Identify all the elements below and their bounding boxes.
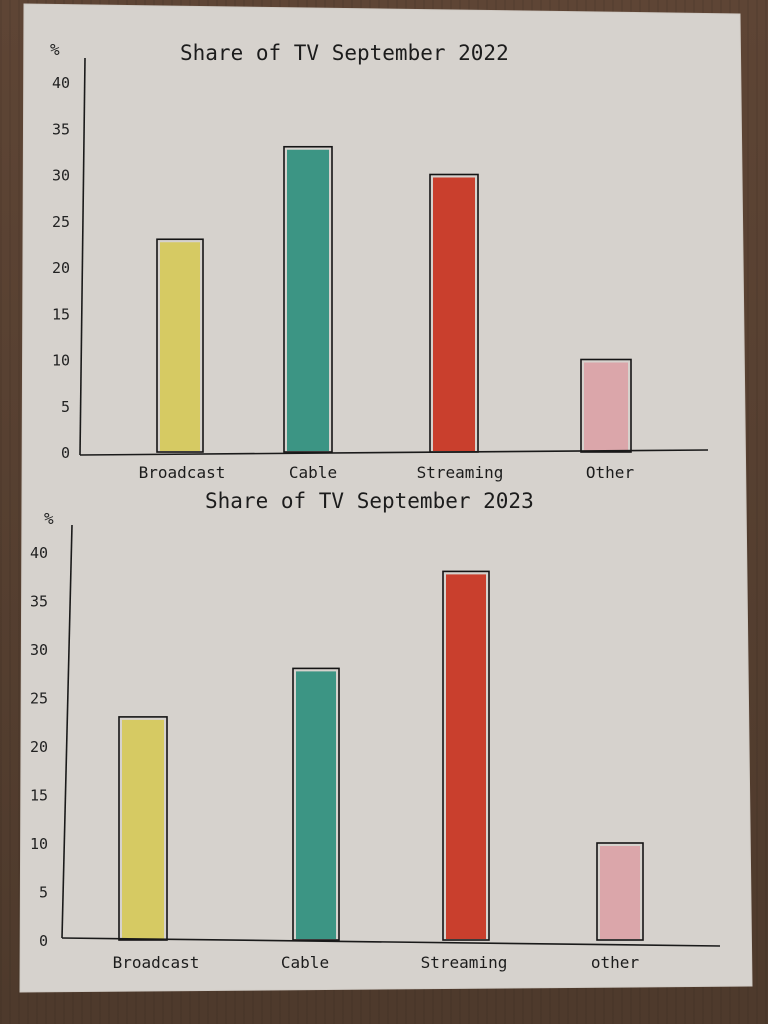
y-tick-label: 20 [30, 738, 48, 756]
y-tick-label: 40 [30, 544, 48, 562]
y-tick-label: 15 [30, 787, 48, 805]
y-tick-label: 10 [52, 352, 70, 370]
y-tick-label: 25 [30, 690, 48, 708]
bars [118, 570, 644, 941]
y-axis-ticks: 0 5 10 15 20 25 30 35 40 [30, 544, 48, 950]
x-category-label: Streaming [417, 463, 504, 482]
y-tick-label: 5 [61, 398, 70, 416]
bar-streaming [442, 570, 490, 941]
y-axis-unit-label: % [50, 40, 60, 59]
bar-fill-broadcast [160, 242, 200, 451]
chart-2023: Share of TV September 2023 % 0 5 10 15 20 25 3… [30, 489, 721, 972]
chart-2022: Share of TV September 2022 % 0 5 10 15 20 25 3… [50, 40, 709, 482]
bar-cable [292, 667, 340, 941]
y-tick-label: 15 [52, 305, 70, 323]
bar-cable [283, 145, 333, 453]
y-axis-line [61, 524, 73, 939]
bar-broadcast [118, 716, 168, 941]
y-tick-label: 35 [52, 120, 70, 138]
y-tick-label: 30 [30, 641, 48, 659]
x-axis-categories: Broadcast Cable Streaming other [113, 953, 640, 972]
y-axis-unit-label: % [44, 509, 54, 528]
x-category-label: Broadcast [113, 953, 200, 972]
bar-other [580, 358, 632, 453]
x-category-label: Other [586, 463, 635, 482]
chart-title: Share of TV September 2023 [205, 489, 534, 513]
chart-title: Share of TV September 2022 [180, 41, 509, 65]
x-category-label: Broadcast [139, 463, 226, 482]
y-tick-label: 25 [52, 213, 70, 231]
bar-other [596, 842, 644, 941]
y-tick-label: 30 [52, 167, 70, 185]
x-axis-line [61, 937, 721, 947]
y-tick-label: 5 [39, 884, 48, 902]
x-category-label: Cable [289, 463, 337, 482]
x-category-label: other [591, 953, 640, 972]
bar-broadcast [156, 238, 204, 453]
y-axis-ticks: 0 5 10 15 20 25 30 35 40 [52, 74, 70, 462]
bar-fill-cable [296, 671, 336, 939]
y-tick-label: 0 [61, 444, 70, 462]
bars [156, 145, 632, 453]
bar-fill-other [584, 362, 628, 451]
bar-fill-other [600, 846, 640, 939]
x-category-label: Cable [281, 953, 329, 972]
y-axis-line [79, 57, 86, 456]
y-tick-label: 0 [39, 932, 48, 950]
y-tick-label: 40 [52, 74, 70, 92]
x-axis-categories: Broadcast Cable Streaming Other [139, 463, 635, 482]
bar-fill-streaming [446, 574, 486, 939]
bar-fill-broadcast [122, 719, 164, 939]
bar-fill-cable [287, 149, 329, 451]
x-axis-line [79, 449, 709, 456]
y-tick-label: 35 [30, 593, 48, 611]
y-tick-label: 10 [30, 835, 48, 853]
x-category-label: Streaming [421, 953, 508, 972]
y-tick-label: 20 [52, 259, 70, 277]
bar-fill-streaming [433, 177, 475, 451]
